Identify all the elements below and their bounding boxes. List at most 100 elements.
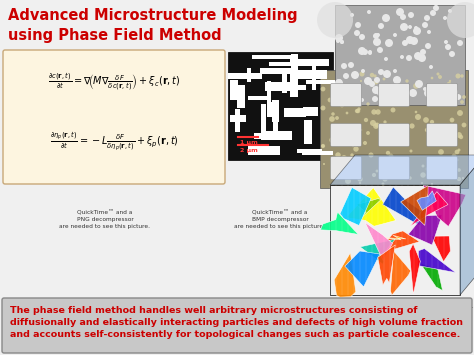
Circle shape	[400, 14, 406, 20]
FancyBboxPatch shape	[379, 83, 410, 106]
Circle shape	[374, 75, 377, 78]
Circle shape	[355, 93, 357, 95]
Circle shape	[364, 118, 368, 122]
Circle shape	[355, 109, 359, 113]
Polygon shape	[346, 188, 396, 226]
Text: The phase field method handles well arbitrary microstructures consisting of
diff: The phase field method handles well arbi…	[10, 306, 463, 339]
Polygon shape	[376, 235, 406, 240]
Circle shape	[455, 94, 461, 100]
Circle shape	[405, 79, 409, 83]
Bar	[248, 96, 270, 100]
Circle shape	[385, 39, 393, 47]
Circle shape	[445, 44, 451, 50]
Circle shape	[426, 86, 432, 92]
Circle shape	[377, 90, 383, 96]
Bar	[335, 5, 465, 105]
Polygon shape	[417, 191, 436, 210]
Circle shape	[350, 13, 354, 17]
Circle shape	[443, 163, 447, 168]
Circle shape	[360, 80, 362, 82]
Polygon shape	[431, 236, 450, 262]
Circle shape	[371, 109, 377, 115]
Circle shape	[360, 129, 362, 131]
Circle shape	[413, 27, 421, 35]
Circle shape	[462, 177, 464, 179]
Circle shape	[378, 23, 384, 29]
Circle shape	[351, 71, 359, 79]
Circle shape	[406, 36, 414, 44]
Circle shape	[420, 172, 426, 178]
Circle shape	[402, 40, 408, 46]
Circle shape	[457, 110, 463, 116]
Circle shape	[395, 89, 399, 93]
Circle shape	[450, 100, 454, 104]
Polygon shape	[391, 251, 410, 295]
Circle shape	[449, 87, 453, 91]
Circle shape	[352, 145, 354, 147]
Circle shape	[457, 40, 463, 46]
Circle shape	[358, 47, 366, 55]
Circle shape	[340, 40, 344, 44]
Bar	[284, 108, 306, 117]
Polygon shape	[360, 239, 395, 264]
Polygon shape	[330, 155, 474, 185]
Circle shape	[410, 149, 412, 153]
Circle shape	[383, 70, 391, 78]
FancyBboxPatch shape	[427, 124, 457, 147]
Bar	[272, 100, 279, 122]
Text: 1 μm: 1 μm	[240, 140, 258, 145]
Circle shape	[409, 89, 417, 97]
Circle shape	[389, 154, 393, 158]
Circle shape	[346, 164, 351, 168]
Circle shape	[321, 144, 325, 148]
Circle shape	[362, 49, 368, 55]
Circle shape	[373, 33, 379, 39]
Circle shape	[329, 116, 335, 122]
Bar	[260, 68, 293, 74]
Text: 2 μm: 2 μm	[240, 148, 258, 153]
Circle shape	[354, 30, 360, 36]
Polygon shape	[460, 155, 474, 295]
Circle shape	[357, 107, 361, 111]
Bar	[306, 80, 344, 84]
Circle shape	[453, 93, 457, 97]
Circle shape	[367, 10, 371, 14]
Circle shape	[384, 89, 392, 97]
Circle shape	[328, 98, 332, 102]
Bar	[320, 70, 468, 188]
Circle shape	[415, 114, 421, 120]
Circle shape	[359, 34, 365, 40]
Circle shape	[426, 167, 430, 171]
Circle shape	[391, 108, 395, 113]
Circle shape	[460, 74, 464, 78]
Polygon shape	[345, 251, 380, 287]
Circle shape	[374, 80, 378, 84]
Circle shape	[450, 118, 455, 122]
Circle shape	[433, 5, 439, 11]
Polygon shape	[374, 231, 419, 255]
Circle shape	[320, 87, 325, 91]
Circle shape	[393, 69, 397, 73]
Bar	[303, 107, 318, 116]
Circle shape	[396, 8, 404, 16]
Bar	[312, 62, 316, 90]
Circle shape	[344, 159, 348, 163]
Circle shape	[408, 176, 412, 180]
Circle shape	[424, 89, 432, 97]
Circle shape	[438, 75, 442, 79]
Circle shape	[462, 122, 466, 127]
Circle shape	[456, 73, 461, 78]
Polygon shape	[418, 248, 456, 273]
Circle shape	[335, 89, 339, 93]
Circle shape	[432, 98, 436, 102]
Circle shape	[444, 40, 448, 44]
FancyBboxPatch shape	[330, 83, 362, 106]
Circle shape	[337, 136, 343, 142]
Circle shape	[377, 47, 383, 53]
Circle shape	[383, 176, 388, 181]
Circle shape	[378, 69, 384, 75]
Circle shape	[393, 76, 401, 84]
Circle shape	[335, 34, 343, 42]
Circle shape	[430, 120, 434, 124]
Circle shape	[366, 131, 370, 135]
